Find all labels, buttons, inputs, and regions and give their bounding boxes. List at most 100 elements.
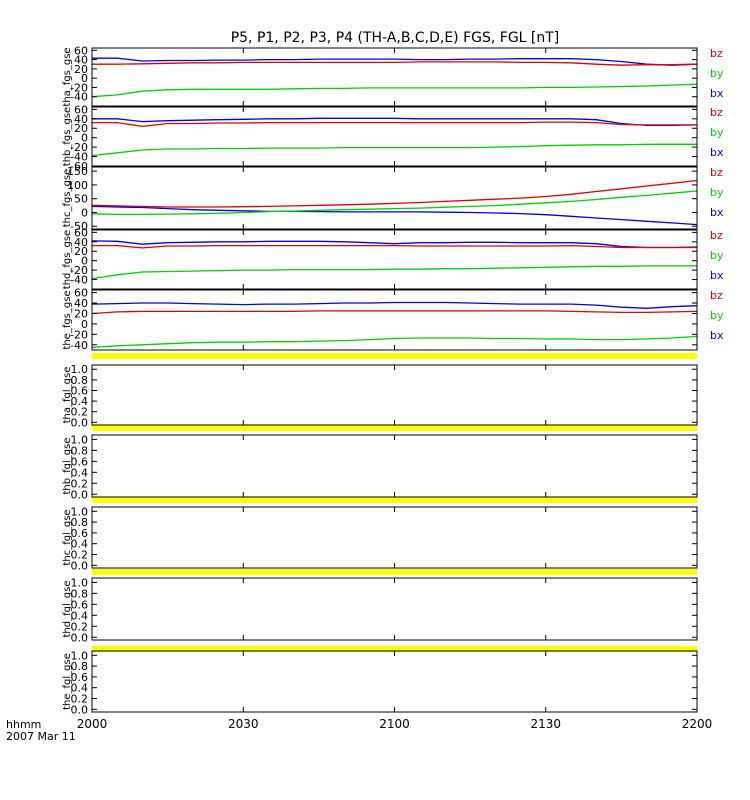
thd_fgl_gse-ytick-label: 0.6 xyxy=(71,598,89,611)
thb_fgs_gse-ytick-label: -20 xyxy=(70,141,88,154)
thd_fgs_gse-frame xyxy=(91,229,698,290)
thd_fgl_gse-ytick-label: 0.8 xyxy=(71,587,89,600)
thc_fgs_gse-ytick-label: 50 xyxy=(74,193,88,206)
thc_fgl_gse-ytick-label: 0.6 xyxy=(71,527,89,540)
tha_fgs_gse-legend-bx: bx xyxy=(710,87,724,100)
thc_fgl_gse-ytick-label: 0.2 xyxy=(71,549,89,562)
thb_fgl_gse-ytick-label: 0.2 xyxy=(71,477,89,490)
flag-band-3 xyxy=(92,497,697,503)
time-tick-label: 2130 xyxy=(530,717,561,731)
thb_fgs_gse-by-line xyxy=(91,143,697,157)
the_fgs_gse-legend-bz: bz xyxy=(710,289,723,302)
thc_fgs_gse-ytick-label: 150 xyxy=(67,165,88,178)
thc_fgl_gse-ytick-label: 0.8 xyxy=(71,516,89,529)
thd_fgs_gse-ytick-label: 20 xyxy=(74,245,88,258)
thd_fgl_gse-ylabel: thd_fgl_gse xyxy=(62,581,73,638)
tha_fgl_gse-ylabel: tha_fgl_gse xyxy=(62,367,73,424)
flag-band-1 xyxy=(92,353,697,359)
thd_fgs_gse-ytick-label: -40 xyxy=(70,274,88,287)
thb_fgs_gse-ytick-label: 0 xyxy=(81,132,88,145)
time-axis-label: hhmm xyxy=(6,718,41,731)
thc_fgl_gse-ytick-label: 1.0 xyxy=(71,505,89,518)
thd_fgs_gse-by-line xyxy=(91,265,697,280)
time-tick-label: 2030 xyxy=(228,717,259,731)
thd_fgl_gse-ytick-label: 1.0 xyxy=(71,576,89,589)
thc_fgs_gse-bz-line xyxy=(91,179,698,208)
the_fgs_gse-ytick-label: 60 xyxy=(74,287,88,300)
thc_fgs_gse-legend-bx: bx xyxy=(710,206,724,219)
the_fgs_gse-legend-bx: bx xyxy=(710,329,724,342)
thb_fgs_gse-legend-bx: bx xyxy=(710,146,724,159)
tha_fgs_gse-ytick-label: 0 xyxy=(81,72,88,85)
tha_fgl_gse-ytick-label: 0.6 xyxy=(71,384,89,397)
the_fgs_gse-legend-by: by xyxy=(710,309,724,322)
thb_fgl_gse-ytick-label: 0.6 xyxy=(71,455,89,468)
tha_fgl_gse-ytick-label: 0.8 xyxy=(71,374,89,387)
tha_fgs_gse-legend-by: by xyxy=(710,67,724,80)
thc_fgs_gse-legend-by: by xyxy=(710,186,724,199)
the_fgl_gse-ytick-label: 1.0 xyxy=(71,649,89,662)
thb_fgl_gse-ylabel: thb_fgl_gse xyxy=(62,438,73,495)
thc_fgs_gse-ytick-label: 0 xyxy=(81,206,88,219)
thc_fgs_gse-bx-line xyxy=(91,205,698,226)
the_fgl_gse-frame xyxy=(91,650,698,713)
tha_fgs_gse-frame xyxy=(91,47,698,107)
time-tick-label: 2200 xyxy=(682,717,713,731)
tha_fgl_gse-ytick-label: 0.2 xyxy=(71,406,89,419)
thc_fgs_gse-ylabel: thc_fgs_gse xyxy=(62,169,73,228)
the_fgs_gse-ytick-label: -20 xyxy=(70,328,88,341)
tha_fgl_gse-frame xyxy=(91,364,698,426)
the_fgl_gse-ytick-label: 0.4 xyxy=(71,682,89,695)
thb_fgs_gse-legend-bz: bz xyxy=(710,106,723,119)
the_fgl_gse-ytick-label: 0.0 xyxy=(71,703,89,716)
thb_fgs_gse-ytick-label: -60 xyxy=(70,160,88,173)
thd_fgs_gse-bx-line xyxy=(91,240,698,249)
thb_fgl_gse-frame xyxy=(91,434,698,498)
tha_fgl_gse-ytick-label: 0.4 xyxy=(71,395,89,408)
tha_fgl_gse-ytick-label: 1.0 xyxy=(71,363,89,376)
thb_fgs_gse-ytick-label: 20 xyxy=(74,122,88,135)
the_fgs_gse-ylabel: the_fgs_gse xyxy=(62,290,73,349)
thb_fgs_gse-bz-line xyxy=(92,121,697,128)
thd_fgl_gse-ytick-label: 0.0 xyxy=(71,631,89,644)
tha_fgs_gse-legend-bz: bz xyxy=(710,47,723,60)
thd_fgs_gse-ytick-label: 60 xyxy=(74,226,88,239)
time-axis-date: 2007 Mar 11 xyxy=(6,730,76,743)
thd_fgs_gse-legend-bx: bx xyxy=(710,269,724,282)
thd_fgs_gse-ytick-label: 40 xyxy=(74,236,88,249)
tha_fgs_gse-bx-line xyxy=(92,57,698,66)
thb_fgl_gse-ytick-label: 1.0 xyxy=(71,433,89,446)
thd_fgs_gse-ylabel: thd_fgs_gse xyxy=(62,230,73,289)
plot-title: P5, P1, P2, P3, P4 (TH-A,B,C,D,E) FGS, F… xyxy=(231,30,560,46)
thc_fgs_gse-by-line xyxy=(91,190,698,216)
the_fgs_gse-bz-line xyxy=(91,310,698,315)
thb_fgl_gse-ytick-label: 0.4 xyxy=(71,466,89,479)
thc_fgl_gse-ytick-label: 0.4 xyxy=(71,538,89,551)
thd_fgl_gse-frame xyxy=(91,577,698,641)
thb_fgs_gse-ylabel: thb_fgs_gse xyxy=(62,107,73,166)
thd_fgs_gse-bz-line xyxy=(92,244,697,249)
tha_fgs_gse-bz-line xyxy=(92,61,698,66)
tha_fgs_gse-by-line xyxy=(91,83,698,98)
thd_fgs_gse-ytick-label: -20 xyxy=(70,264,88,277)
tha_fgs_gse-ytick-label: 60 xyxy=(74,44,88,57)
thc_fgl_gse-ytick-label: 0.0 xyxy=(71,559,89,572)
thc_fgl_gse-ylabel: thc_fgl_gse xyxy=(62,509,73,565)
the_fgl_gse-ytick-label: 0.6 xyxy=(71,671,89,684)
the_fgl_gse-ytick-label: 0.2 xyxy=(71,693,89,706)
time-tick-label: 2000 xyxy=(77,717,108,731)
thb_fgs_gse-ytick-label: -40 xyxy=(70,151,88,164)
thb_fgs_gse-ytick-label: 40 xyxy=(74,113,88,126)
tha_fgs_gse-ytick-label: 40 xyxy=(74,54,88,67)
the_fgs_gse-by-line xyxy=(91,335,698,349)
thd_fgs_gse-legend-bz: bz xyxy=(710,229,723,242)
the_fgs_gse-ytick-label: -40 xyxy=(70,339,88,352)
flag-band-2 xyxy=(92,425,697,431)
thb_fgs_gse-ytick-label: 60 xyxy=(74,103,88,116)
thd_fgl_gse-ytick-label: 0.2 xyxy=(71,620,89,633)
tha_fgs_gse-ytick-label: 20 xyxy=(74,63,88,76)
the_fgl_gse-ylabel: the_fgl_gse xyxy=(62,653,73,710)
tha_fgl_gse-ytick-label: 0.0 xyxy=(71,416,89,429)
tha_fgs_gse-ytick-label: -20 xyxy=(70,81,88,94)
thb_fgl_gse-ytick-label: 0.8 xyxy=(71,444,89,457)
